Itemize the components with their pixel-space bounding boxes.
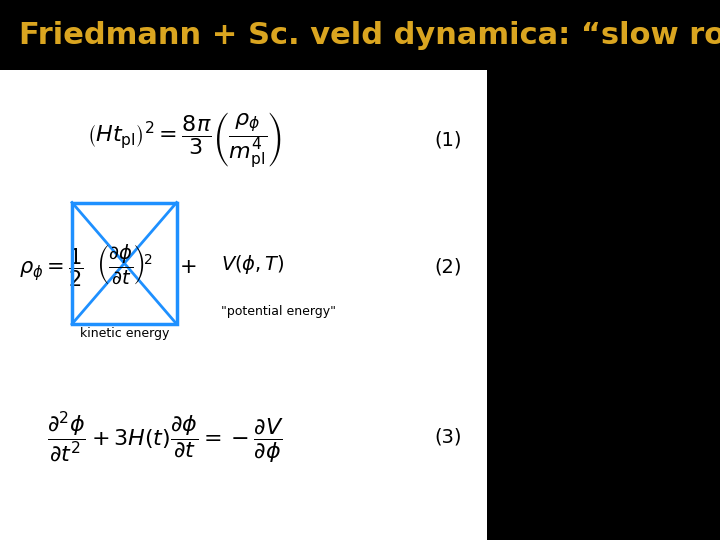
- Text: Friedmann + Sc. veld dynamica: “slow roll I”: Friedmann + Sc. veld dynamica: “slow rol…: [19, 21, 720, 50]
- Text: $+$: $+$: [179, 257, 196, 278]
- Text: "potential energy": "potential energy": [221, 305, 336, 318]
- Text: $\rho_\phi = \dfrac{1}{2}$: $\rho_\phi = \dfrac{1}{2}$: [19, 246, 84, 288]
- Text: $V(\phi,T)$: $V(\phi,T)$: [221, 253, 285, 276]
- Bar: [72, 202, 176, 324]
- Text: $\left(\dfrac{\partial\phi}{\partial t}\right)^{\!2}$: $\left(\dfrac{\partial\phi}{\partial t}\…: [96, 243, 153, 286]
- Text: (3): (3): [434, 428, 462, 447]
- FancyBboxPatch shape: [0, 0, 487, 540]
- Text: (2): (2): [434, 258, 462, 277]
- Text: $\dfrac{\partial^2\phi}{\partial t^2} + 3H(t)\dfrac{\partial\phi}{\partial t} = : $\dfrac{\partial^2\phi}{\partial t^2} + …: [47, 410, 284, 465]
- FancyBboxPatch shape: [0, 0, 487, 70]
- Text: $\left(Ht_{\rm pl}\right)^2 = \dfrac{8\pi}{3}\left(\dfrac{\rho_\phi}{m_{\rm pl}^: $\left(Ht_{\rm pl}\right)^2 = \dfrac{8\p…: [87, 111, 282, 170]
- Text: kinetic energy: kinetic energy: [80, 327, 169, 340]
- Text: (1): (1): [434, 131, 462, 150]
